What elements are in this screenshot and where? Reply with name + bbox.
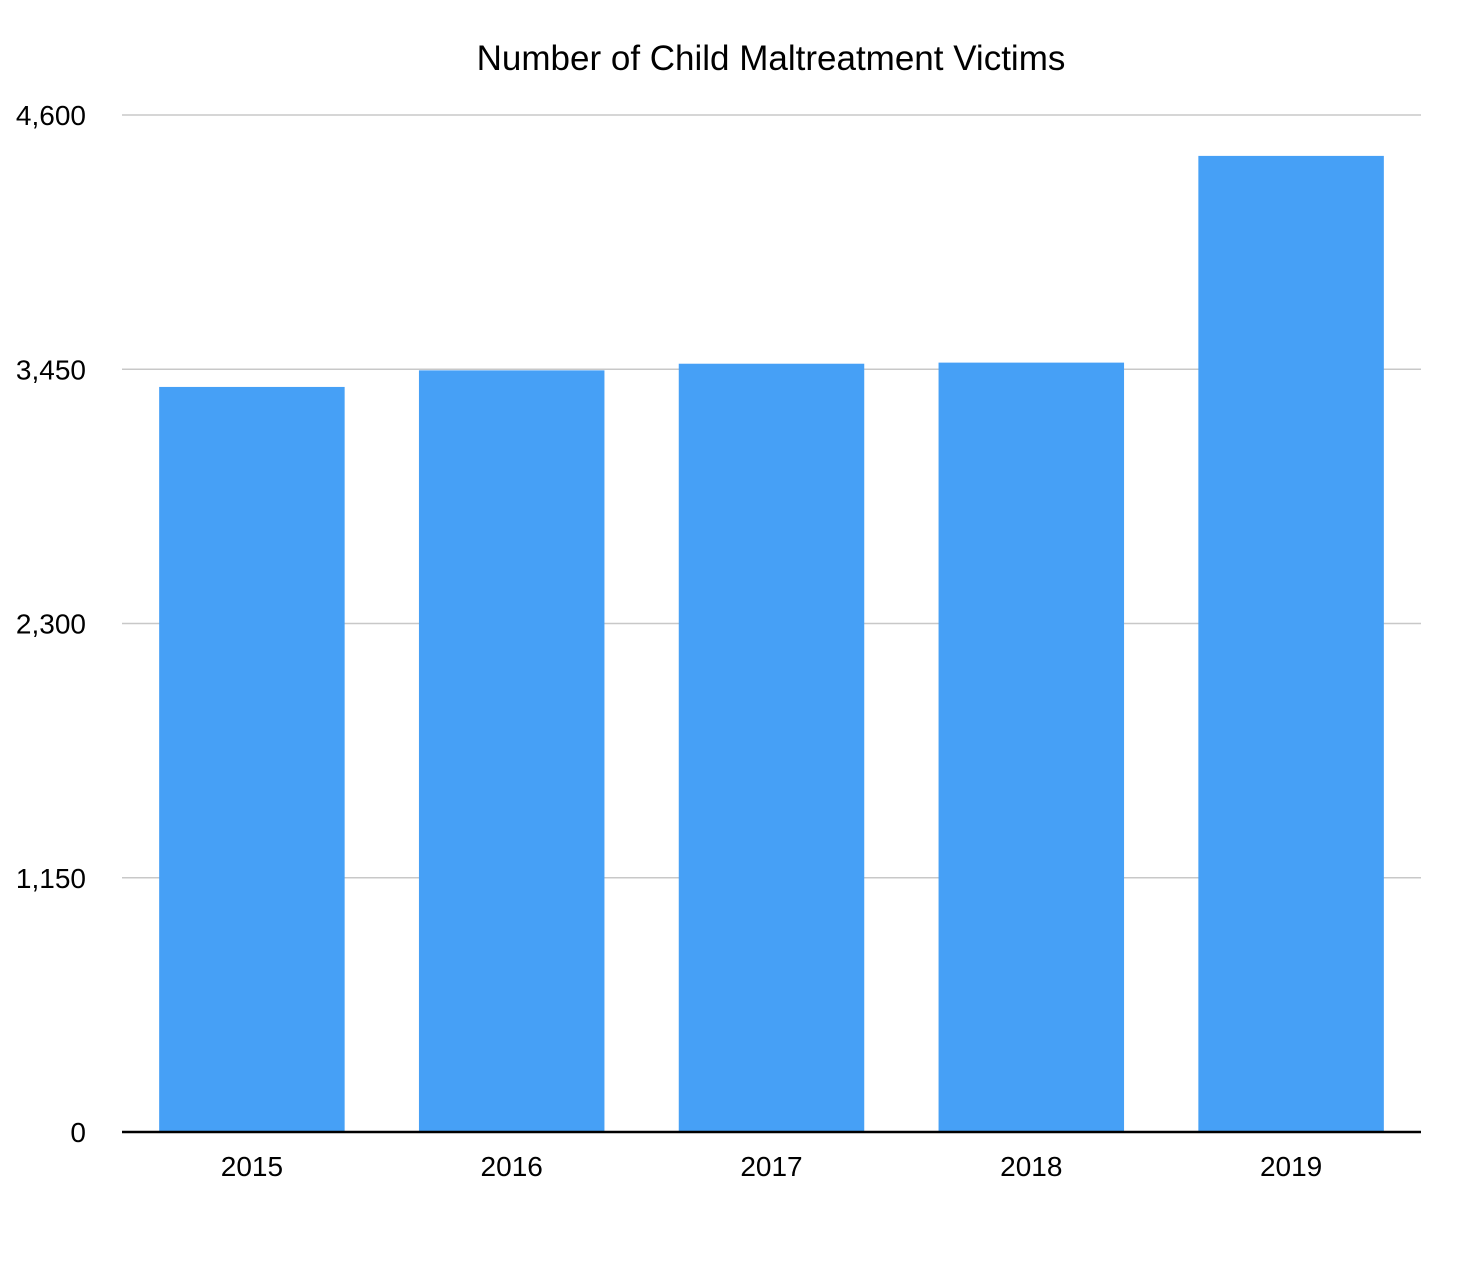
bar-2018 (938, 362, 1125, 1132)
y-tick-label: 4,600 (16, 100, 86, 131)
y-tick-label: 0 (70, 1117, 86, 1148)
y-tick-label: 2,300 (16, 609, 86, 640)
bar-2019 (1198, 155, 1384, 1132)
y-tick-label: 1,150 (16, 863, 86, 894)
x-tick-label: 2019 (1260, 1151, 1322, 1182)
x-tick-label: 2018 (1000, 1151, 1062, 1182)
bar-2016 (418, 370, 605, 1132)
bar-2017 (678, 363, 865, 1132)
x-tick-label: 2017 (740, 1151, 802, 1182)
y-axis-tick-labels: 0 1,150 2,300 3,450 4,600 (16, 100, 86, 1148)
x-axis-tick-labels: 2015 2016 2017 2018 2019 (221, 1151, 1322, 1182)
chart-title: Number of Child Maltreatment Victims (477, 39, 1066, 78)
x-tick-label: 2015 (221, 1151, 283, 1182)
bars (159, 155, 1384, 1132)
x-tick-label: 2016 (481, 1151, 543, 1182)
bar-2015 (159, 386, 345, 1132)
y-tick-label: 3,450 (16, 354, 86, 385)
